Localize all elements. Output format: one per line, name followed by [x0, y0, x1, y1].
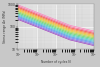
- Y-axis label: Stress range Δσ (MPa): Stress range Δσ (MPa): [3, 10, 7, 43]
- X-axis label: Number of cycles N: Number of cycles N: [41, 60, 71, 64]
